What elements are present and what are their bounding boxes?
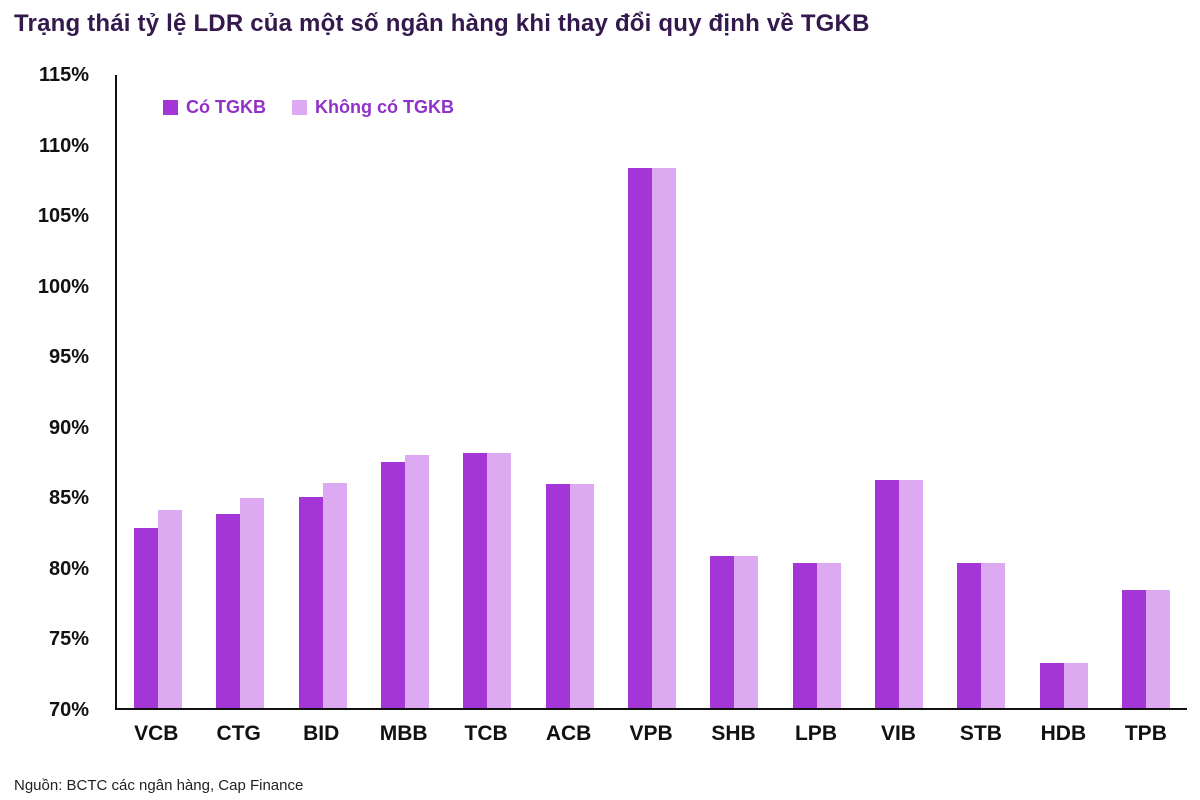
x-tick-label-hdb: HDB: [1040, 722, 1087, 745]
bar-group-hdb: [1022, 75, 1104, 708]
x-tick-label-mbb: MBB: [379, 722, 428, 745]
legend-label-co-tgkb: Có TGKB: [186, 97, 266, 117]
x-tick-label-bid: BID: [303, 722, 340, 745]
plot-area: Có TGKB Không có TGKB: [115, 75, 1187, 710]
chart-title: Trạng thái tỷ lệ LDR của một số ngân hàn…: [14, 10, 870, 37]
bar-tcb-co-tgkb: [463, 453, 488, 708]
legend-item-khong-co-tgkb: Không có TGKB: [292, 97, 454, 118]
bar-stb-co-tgkb: [957, 563, 982, 708]
bar-bid-co-tgkb: [298, 497, 323, 708]
x-tick-label-acb: ACB: [545, 722, 592, 745]
bar-acb-khong-co-tgkb: [569, 484, 594, 708]
legend-item-co-tgkb: Có TGKB: [163, 97, 266, 118]
bar-group-ctg: [199, 75, 281, 708]
bar-group-acb: [529, 75, 611, 708]
bar-group-vib: [858, 75, 940, 708]
y-tick-label: 70%: [48, 699, 89, 721]
bar-vcb-co-tgkb: [134, 527, 159, 708]
bar-group-stb: [940, 75, 1022, 708]
y-tick-label: 85%: [48, 487, 89, 510]
bar-tpb-co-tgkb: [1121, 589, 1146, 708]
bar-group-bid: [282, 75, 364, 708]
bar-lpb-khong-co-tgkb: [816, 563, 841, 708]
bar-hdb-khong-co-tgkb: [1063, 663, 1088, 708]
x-tick-label-vib: VIB: [880, 722, 916, 745]
x-tick-label-lpb: LPB: [794, 722, 837, 745]
y-tick-label: 95%: [48, 346, 89, 369]
bar-mbb-khong-co-tgkb: [405, 454, 430, 708]
bar-vpb-khong-co-tgkb: [652, 167, 677, 708]
bar-bid-khong-co-tgkb: [322, 482, 347, 708]
bar-group-mbb: [364, 75, 446, 708]
x-tick-label-stb: STB: [959, 722, 1002, 745]
x-axis: VCB CTG BID MBB TCB ACB VPB SHB LPB VIB STB HDB TPB: [115, 722, 1187, 746]
bar-ctg-co-tgkb: [216, 513, 241, 708]
x-tick-label-shb: SHB: [711, 722, 756, 745]
bar-stb-khong-co-tgkb: [981, 563, 1006, 708]
bar-group-tpb: [1105, 75, 1187, 708]
y-tick-label: 115%: [38, 64, 89, 86]
bar-groups: [117, 75, 1187, 708]
legend-label-khong-co-tgkb: Không có TGKB: [315, 97, 454, 117]
bar-hdb-co-tgkb: [1039, 663, 1064, 708]
y-tick-label: 105%: [37, 205, 89, 228]
legend-swatch-co-tgkb: [163, 100, 178, 115]
y-tick-label: 90%: [48, 416, 89, 439]
bar-group-vcb: [117, 75, 199, 708]
bar-vcb-khong-co-tgkb: [158, 509, 183, 708]
bar-tpb-khong-co-tgkb: [1145, 589, 1170, 708]
bar-vib-khong-co-tgkb: [898, 480, 923, 708]
bar-acb-co-tgkb: [545, 484, 570, 708]
bar-vpb-co-tgkb: [628, 167, 653, 708]
y-tick-label: 100%: [37, 275, 89, 298]
legend: Có TGKB Không có TGKB: [163, 97, 454, 118]
bar-lpb-co-tgkb: [792, 563, 817, 708]
x-tick-label-vpb: VPB: [629, 722, 673, 745]
y-tick-label: 110%: [38, 134, 89, 157]
bar-group-vpb: [611, 75, 693, 708]
bar-vib-co-tgkb: [874, 480, 899, 708]
x-tick-label-tcb: TCB: [464, 722, 508, 745]
source-note: Nguồn: BCTC các ngân hàng, Cap Finance: [14, 777, 304, 794]
bar-ctg-khong-co-tgkb: [240, 498, 265, 708]
bar-shb-khong-co-tgkb: [734, 556, 759, 708]
y-tick-label: 80%: [48, 557, 89, 580]
bar-mbb-co-tgkb: [381, 461, 406, 708]
y-tick-label: 75%: [48, 628, 89, 651]
bar-group-lpb: [776, 75, 858, 708]
x-tick-label-tpb: TPB: [1124, 722, 1167, 745]
x-tick-label-vcb: VCB: [134, 722, 179, 745]
x-tick-label-ctg: CTG: [216, 722, 261, 745]
y-axis: 70% 75% 80% 85% 90% 95% 100% 105% 110% 115%: [0, 0, 103, 800]
bar-shb-co-tgkb: [710, 556, 735, 708]
bar-tcb-khong-co-tgkb: [487, 453, 512, 708]
bar-group-shb: [693, 75, 775, 708]
legend-swatch-khong-co-tgkb: [292, 100, 307, 115]
bar-group-tcb: [446, 75, 528, 708]
